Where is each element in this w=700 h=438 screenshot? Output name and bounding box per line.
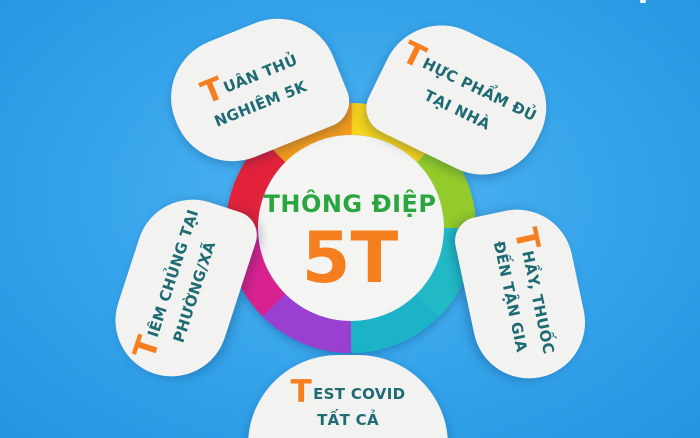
petal-line1: TEST COVID xyxy=(248,377,448,408)
petal-initial: T xyxy=(506,224,547,254)
center-big-5t: 5T xyxy=(301,217,399,299)
petal-initial: T xyxy=(290,374,313,410)
center-disc xyxy=(258,135,444,321)
ring-segment xyxy=(416,139,476,229)
petal-test-covid: TEST COVID TẤT CẢ xyxy=(248,355,448,438)
corner-mark xyxy=(640,0,646,3)
ring-segment xyxy=(350,293,440,354)
center-title: THÔNG ĐIỆP xyxy=(263,190,437,218)
petal-line1-text: EST COVID xyxy=(313,385,406,403)
petal-line2: TẤT CẢ xyxy=(317,411,379,429)
ring-segment xyxy=(226,138,286,228)
ring-segment xyxy=(261,293,351,353)
